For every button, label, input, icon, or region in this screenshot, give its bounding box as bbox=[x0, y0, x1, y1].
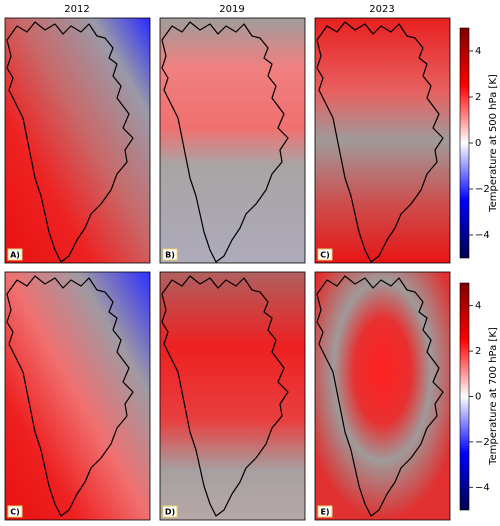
panel-label: B) bbox=[165, 251, 175, 260]
map-panel bbox=[4, 271, 151, 521]
tick-label: −2 bbox=[475, 437, 490, 448]
panel-label: D) bbox=[165, 508, 175, 517]
colorbar-label: Temperature at 700 hPa [K] bbox=[488, 327, 499, 466]
label-box bbox=[7, 505, 23, 518]
tick-label: −4 bbox=[475, 230, 490, 241]
colorbar bbox=[459, 282, 470, 511]
panel-label: A) bbox=[10, 251, 20, 260]
label-box bbox=[162, 505, 178, 518]
label-box bbox=[162, 248, 178, 261]
map-panel bbox=[314, 17, 451, 264]
map-panel bbox=[159, 271, 306, 521]
panel-label: E) bbox=[320, 508, 329, 517]
colorbar bbox=[459, 27, 470, 259]
panel-label: C) bbox=[10, 508, 20, 517]
map-panel bbox=[314, 271, 451, 521]
map-panel bbox=[159, 17, 306, 264]
label-box bbox=[317, 248, 333, 261]
map-panel bbox=[4, 17, 151, 264]
column-title: 2023 bbox=[369, 4, 394, 15]
tick-label: 0 bbox=[475, 138, 481, 149]
label-box bbox=[7, 248, 23, 261]
colorbar-label: Temperature at 500 hPa [K] bbox=[488, 74, 499, 213]
tick-label: −2 bbox=[475, 184, 490, 195]
tick-label: 4 bbox=[475, 301, 481, 312]
label-box bbox=[317, 505, 333, 518]
panel-label: C) bbox=[320, 251, 330, 260]
tick-label: 2 bbox=[475, 92, 481, 103]
tick-label: 2 bbox=[475, 346, 481, 357]
column-title: 2019 bbox=[219, 4, 244, 15]
tick-label: −4 bbox=[475, 482, 490, 493]
tick-label: 0 bbox=[475, 392, 481, 403]
tick-label: 4 bbox=[475, 46, 481, 57]
column-title: 2012 bbox=[64, 4, 89, 15]
panel-labels: A) B) C) C) D) E) bbox=[7, 248, 333, 518]
